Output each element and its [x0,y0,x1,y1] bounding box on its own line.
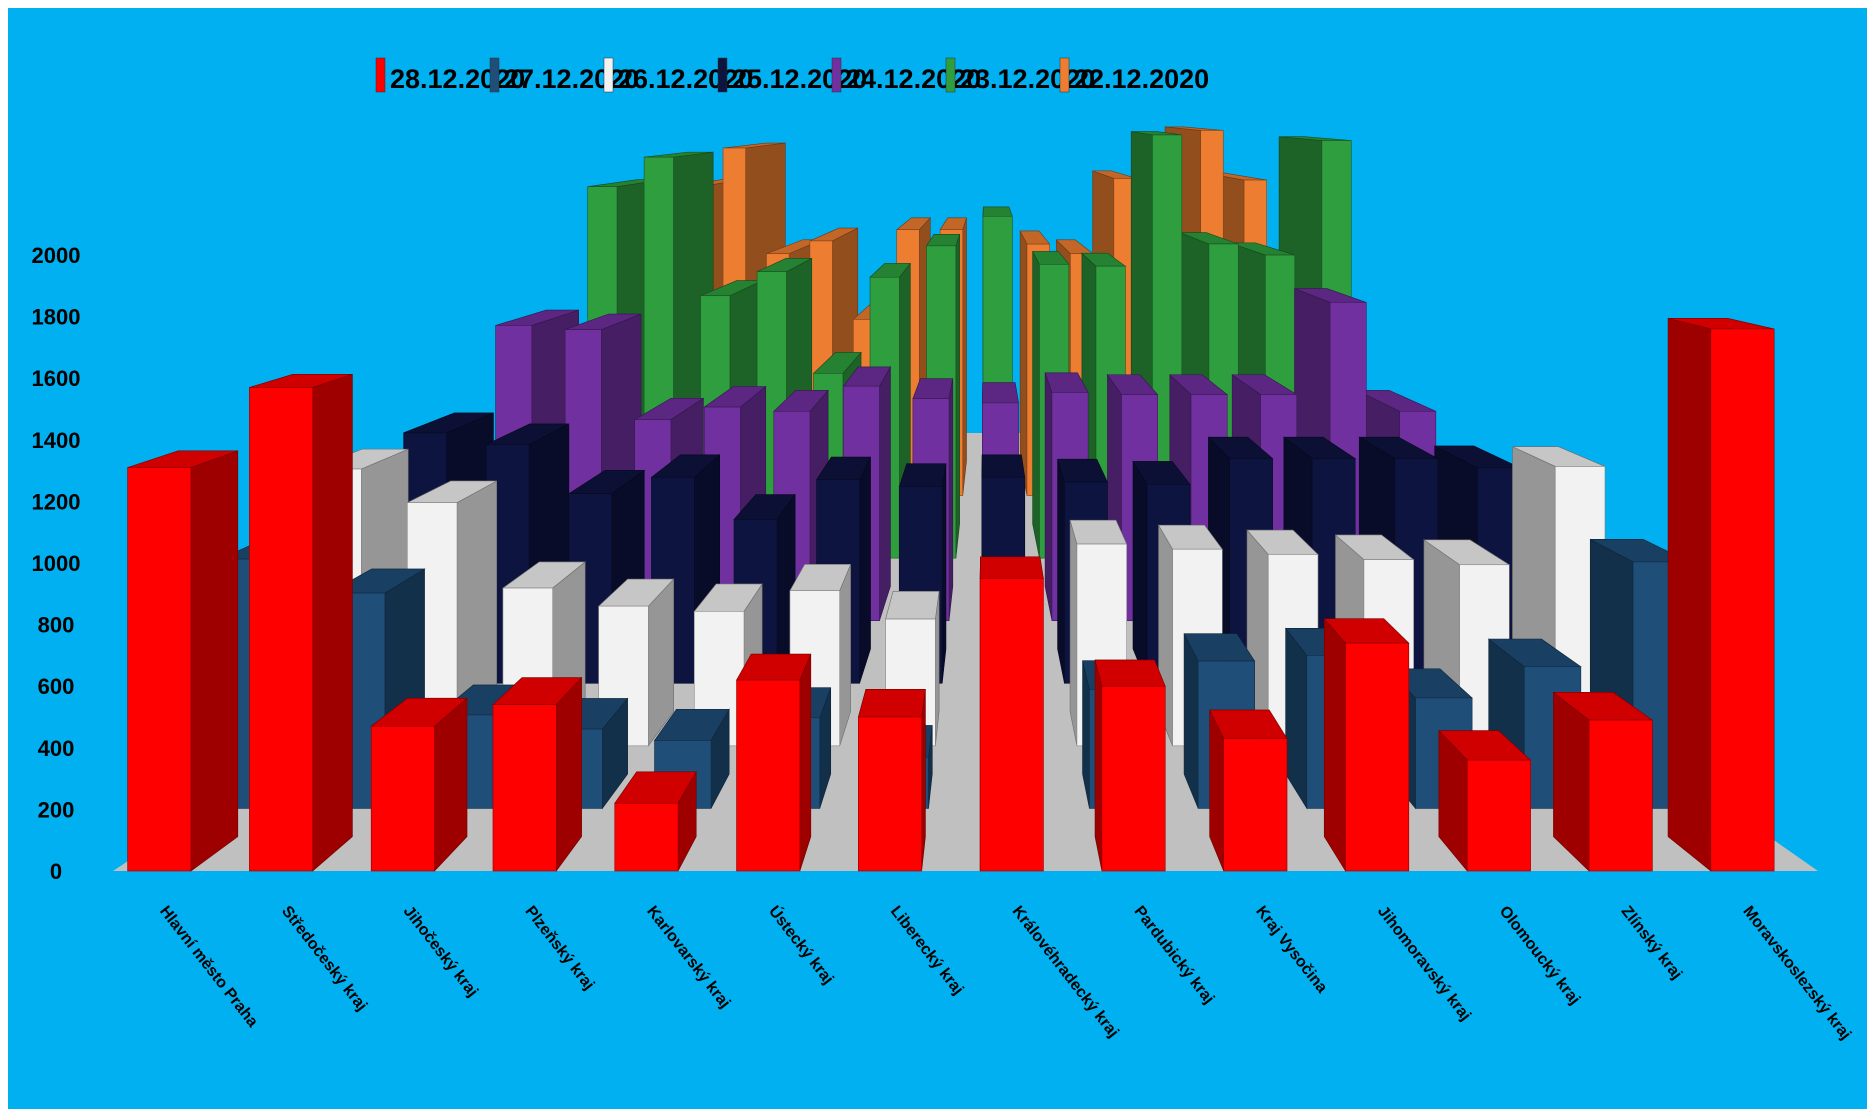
bar-28.12.2020-Moravskoslezský kraj [1667,317,1775,872]
y-tick-label: 1400 [32,428,81,453]
legend-label: 27.12.2020 [504,64,639,94]
y-tick-label: 600 [38,674,75,699]
legend: 28.12.202027.12.202026.12.202025.12.2020… [375,57,1209,94]
bar-28.12.2020-Zlínský kraj [1552,691,1654,872]
bar-28.12.2020-Plzeňský kraj [492,676,583,872]
chart-canvas: 0200400600800100012001400160018002000Hla… [8,8,1867,1109]
bar-26.12.2020-Plzeňský kraj [597,578,675,747]
legend-label: 28.12.2020 [390,64,525,94]
legend-label: 24.12.2020 [846,64,981,94]
legend-label: 22.12.2020 [1074,64,1209,94]
bar-28.12.2020-Královéhradecký kraj [979,556,1044,872]
y-tick-label: 800 [38,613,75,638]
legend-swatch [603,57,614,93]
legend-swatch [1059,57,1070,93]
bar-28.12.2020-Hlavní město Praha [127,450,239,872]
series-28.12.2020 [127,317,1775,873]
chart: 0 200 400 600 800 1000 1200 1400 1600 1800 2000 Hla… [8,8,1867,1109]
y-tick-label: 2000 [32,243,81,268]
y-tick-label: 1600 [32,366,81,391]
y-tick-label: 1200 [32,489,81,514]
legend-swatch [375,57,386,93]
y-tick-label: 1800 [32,305,81,330]
legend-swatch [831,57,842,93]
y-axis: 0 200 400 600 800 1000 1200 1400 1600 1800 2000 [32,243,81,884]
y-tick-label: 400 [38,736,75,761]
bar-28.12.2020-Středočeský kraj [249,373,353,872]
legend-swatch [717,57,728,93]
legend-swatch [489,57,500,93]
bar-28.12.2020-Jihočeský kraj [370,697,468,872]
legend-label: 25.12.2020 [732,64,867,94]
y-tick-label: 1000 [32,551,81,576]
bar-28.12.2020-Kraj Vysočina [1209,709,1288,872]
bar-28.12.2020-Liberecký kraj [857,689,926,872]
bar-28.12.2020-Olomoucký kraj [1438,729,1532,872]
bar-28.12.2020-Pardubický kraj [1094,659,1166,872]
legend-label: 26.12.2020 [618,64,753,94]
legend-label: 23.12.2020 [960,64,1095,94]
bar-28.12.2020-Jihomoravský kraj [1323,617,1410,873]
y-tick-label: 0 [50,859,62,884]
bar-28.12.2020-Ústecký kraj [736,653,812,872]
y-tick-label: 200 [38,797,75,822]
legend-swatch [945,57,956,93]
bar-28.12.2020-Karlovarský kraj [614,770,697,872]
